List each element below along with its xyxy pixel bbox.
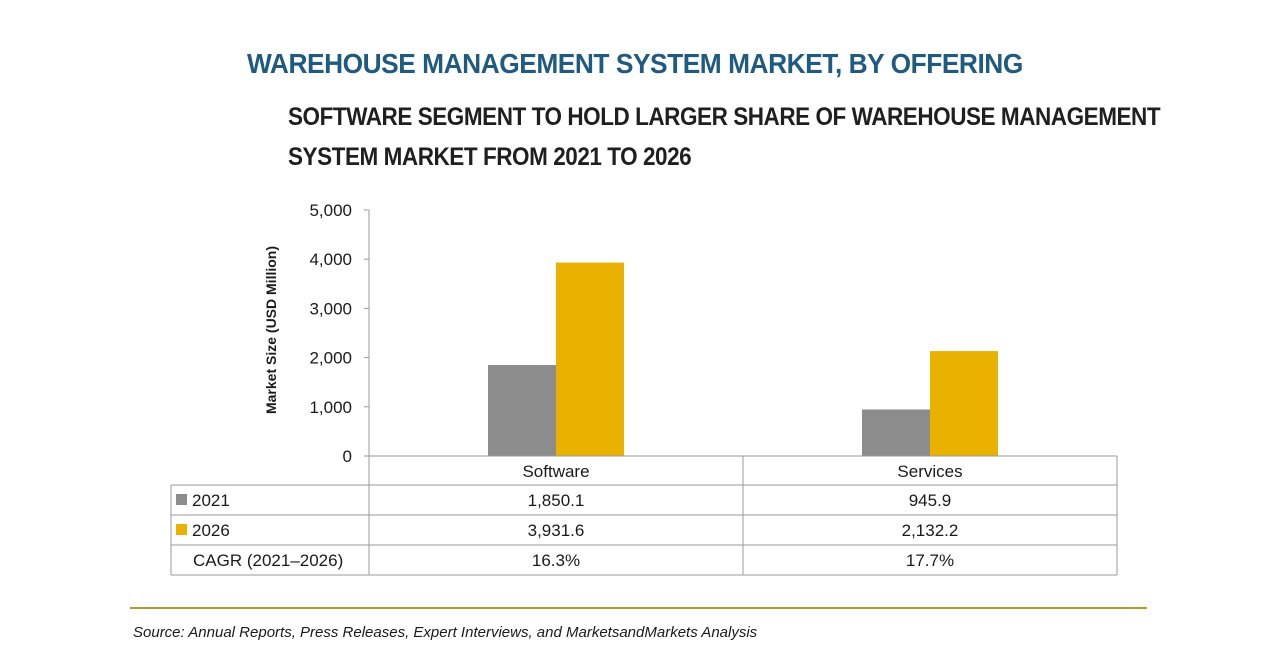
y-tick-label: 5,000 [309, 201, 352, 220]
bar-chart: 0 1,000 2,000 3,000 4,000 5,000 Market Size (U… [170, 201, 1118, 576]
bar-2026-software [556, 262, 624, 456]
legend-swatch-2026 [176, 524, 187, 535]
data-label: 2,132.2 [902, 521, 959, 540]
y-tick-label: 0 [343, 447, 352, 466]
data-label: 3,931.6 [528, 521, 585, 540]
y-tick-label: 1,000 [309, 398, 352, 417]
legend-swatch-2021 [176, 494, 187, 505]
chart-title: WAREHOUSE MANAGEMENT SYSTEM MARKET, BY O… [247, 48, 1023, 79]
y-axis-label: Market Size (USD Million) [263, 246, 279, 414]
subtitle-line-2: SYSTEM MARKET FROM 2021 TO 2026 [288, 143, 692, 171]
cagr-value: 17.7% [906, 551, 954, 570]
bar-2021-services [862, 409, 930, 456]
bar-2026-services [930, 351, 998, 456]
y-tick-label: 2,000 [309, 349, 352, 368]
data-label: 1,850.1 [528, 491, 585, 510]
cagr-row-label: CAGR (2021–2026) [193, 551, 343, 570]
bar-2021-software [488, 364, 556, 456]
source-note: Source: Annual Reports, Press Releases, … [133, 624, 758, 641]
cagr-value: 16.3% [532, 551, 580, 570]
y-tick-label: 3,000 [309, 299, 352, 318]
x-tick-label: Software [522, 462, 589, 481]
legend-label: 2021 [192, 491, 230, 510]
subtitle-line-1: SOFTWARE SEGMENT TO HOLD LARGER SHARE OF… [288, 103, 1161, 131]
footer-rule [130, 607, 1147, 609]
y-tick-label: 4,000 [309, 250, 352, 269]
chart-subtitle: SOFTWARE SEGMENT TO HOLD LARGER SHARE OF… [288, 97, 1161, 177]
x-tick-label: Services [897, 462, 962, 481]
data-label: 945.9 [909, 491, 952, 510]
legend-label: 2026 [192, 521, 230, 540]
